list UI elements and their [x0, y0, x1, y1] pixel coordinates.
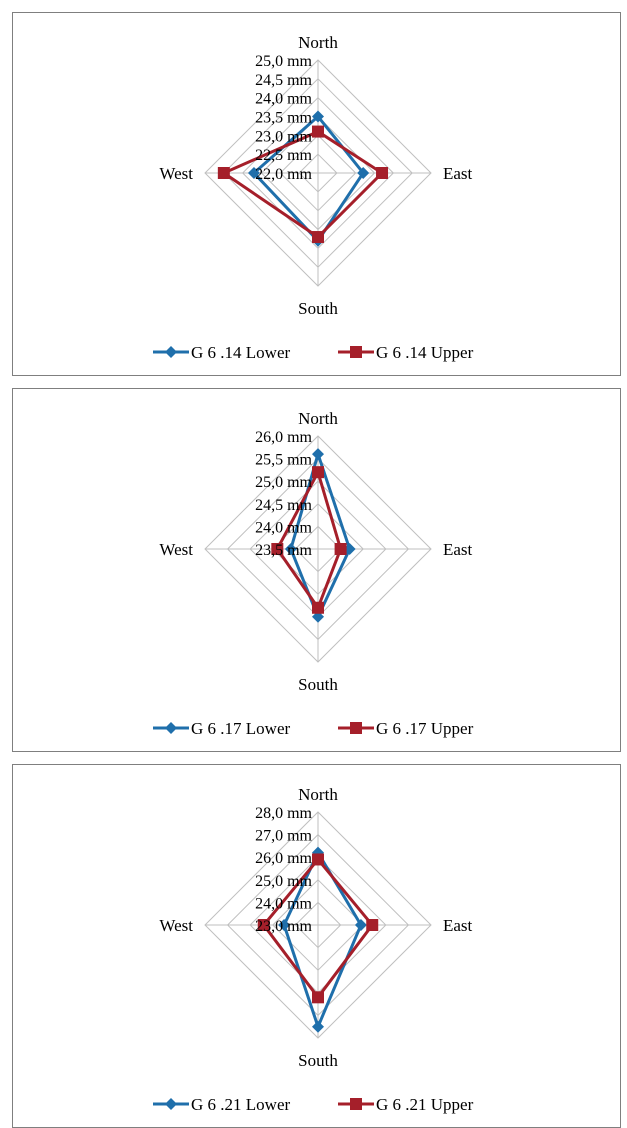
legend: G 6 .17 Lower G 6 .17 Upper — [153, 719, 474, 738]
data-point-west — [217, 167, 230, 179]
data-point-west — [278, 919, 291, 931]
tick-label: 25,5 mm — [255, 452, 312, 469]
legend-label: G 6 .17 Upper — [376, 719, 474, 738]
radar-chart-2: 26,0 mm 25,5 mm 25,0 mm 24,5 mm 24,0 mm 23,5 … — [12, 388, 621, 752]
legend-marker — [350, 722, 362, 734]
data-point-south — [312, 1020, 324, 1033]
data-point-east — [343, 543, 356, 555]
tick-label: 23,0 mm — [255, 128, 312, 145]
data-point-south — [312, 610, 324, 623]
data-point-west — [247, 167, 260, 179]
data-point-west — [257, 919, 270, 931]
series-upper — [271, 466, 347, 614]
data-point-east — [334, 543, 347, 555]
axis-titles: North East South West — [159, 33, 472, 318]
series-lower — [284, 448, 356, 623]
axis-title-west: West — [159, 164, 193, 183]
axis-title-west: West — [159, 916, 193, 935]
axis-title-east: East — [443, 164, 473, 183]
axis-titles: North East South West — [159, 409, 472, 694]
tick-label: 23,0 mm — [255, 918, 312, 935]
legend-label: G 6 .21 Upper — [376, 1095, 474, 1114]
tick-label: 27,0 mm — [255, 828, 312, 845]
axis-titles: North East South West — [159, 785, 472, 1070]
radar-chart-3: 28,0 mm 27,0 mm 26,0 mm 25,0 mm 24,0 mm 23,0 … — [12, 764, 621, 1128]
data-point-south — [312, 601, 324, 614]
legend-item-upper: G 6 .14 Upper — [338, 343, 474, 362]
data-point-east — [366, 919, 379, 931]
axis-title-east: East — [443, 916, 473, 935]
axis-title-south: South — [298, 299, 338, 318]
tick-label: 24,0 mm — [255, 895, 312, 912]
axis-title-north: North — [298, 785, 338, 804]
data-point-east — [357, 167, 370, 179]
legend-item-lower: G 6 .21 Lower — [153, 1095, 290, 1114]
tick-label: 23,5 mm — [255, 542, 312, 559]
legend-item-lower: G 6 .14 Lower — [153, 343, 290, 362]
axis-title-south: South — [298, 1051, 338, 1070]
tick-label: 28,0 mm — [255, 805, 312, 822]
axis-title-east: East — [443, 540, 473, 559]
axis-title-south: South — [298, 675, 338, 694]
legend-marker — [350, 1098, 362, 1110]
tick-label: 25,0 mm — [255, 873, 312, 890]
radar-chart-1: 25,0 mm 24,5 mm 24,0 mm 23,5 mm 23,0 mm 22,5 … — [12, 12, 621, 376]
tick-label: 25,0 mm — [255, 53, 312, 70]
legend-item-lower: G 6 .17 Lower — [153, 719, 290, 738]
radar-chart-svg: 26,0 mm 25,5 mm 25,0 mm 24,5 mm 24,0 mm 23,5 … — [153, 409, 474, 738]
data-point-south — [312, 231, 324, 244]
data-point-north — [312, 853, 324, 866]
data-point-north — [312, 466, 324, 479]
axis-title-north: North — [298, 409, 338, 428]
data-point-south — [312, 991, 324, 1004]
legend-marker — [165, 722, 177, 734]
legend: G 6 .21 Lower G 6 .21 Upper — [153, 1095, 474, 1114]
legend-item-upper: G 6 .17 Upper — [338, 719, 474, 738]
tick-label: 26,0 mm — [255, 850, 312, 867]
tick-label: 24,5 mm — [255, 72, 312, 89]
legend-marker — [350, 346, 362, 358]
tick-label: 26,0 mm — [255, 429, 312, 446]
legend: G 6 .14 Lower G 6 .14 Upper — [153, 343, 474, 362]
grid — [204, 811, 432, 1039]
axis-title-north: North — [298, 33, 338, 52]
legend-label: G 6 .14 Upper — [376, 343, 474, 362]
legend-marker — [165, 1098, 177, 1110]
legend-marker — [165, 346, 177, 358]
legend-label: G 6 .17 Lower — [191, 719, 290, 738]
legend-label: G 6 .21 Lower — [191, 1095, 290, 1114]
data-point-east — [376, 167, 389, 179]
tick-label: 25,0 mm — [255, 474, 312, 491]
data-point-north — [312, 448, 324, 461]
tick-label: 22,0 mm — [255, 166, 312, 183]
grid — [204, 59, 432, 287]
data-point-north — [312, 110, 324, 123]
tick-label: 24,5 mm — [255, 497, 312, 514]
legend-item-upper: G 6 .21 Upper — [338, 1095, 474, 1114]
data-point-north — [312, 125, 324, 138]
data-point-east — [354, 919, 367, 931]
data-point-west — [284, 543, 297, 555]
tick-label: 23,5 mm — [255, 110, 312, 127]
series-upper — [217, 125, 389, 244]
tick-label: 24,0 mm — [255, 91, 312, 108]
radar-chart-svg: 28,0 mm 27,0 mm 26,0 mm 25,0 mm 24,0 mm 23,0 … — [153, 785, 474, 1114]
axis-title-west: West — [159, 540, 193, 559]
legend-label: G 6 .14 Lower — [191, 343, 290, 362]
data-point-west — [271, 543, 284, 555]
tick-label: 24,0 mm — [255, 519, 312, 536]
tick-labels: 28,0 mm 27,0 mm 26,0 mm 25,0 mm 24,0 mm 23,0 … — [255, 805, 312, 935]
tick-labels: 26,0 mm 25,5 mm 25,0 mm 24,5 mm 24,0 mm 23,5 … — [255, 429, 312, 559]
tick-label: 22,5 mm — [255, 147, 312, 164]
series-upper — [257, 853, 379, 1004]
